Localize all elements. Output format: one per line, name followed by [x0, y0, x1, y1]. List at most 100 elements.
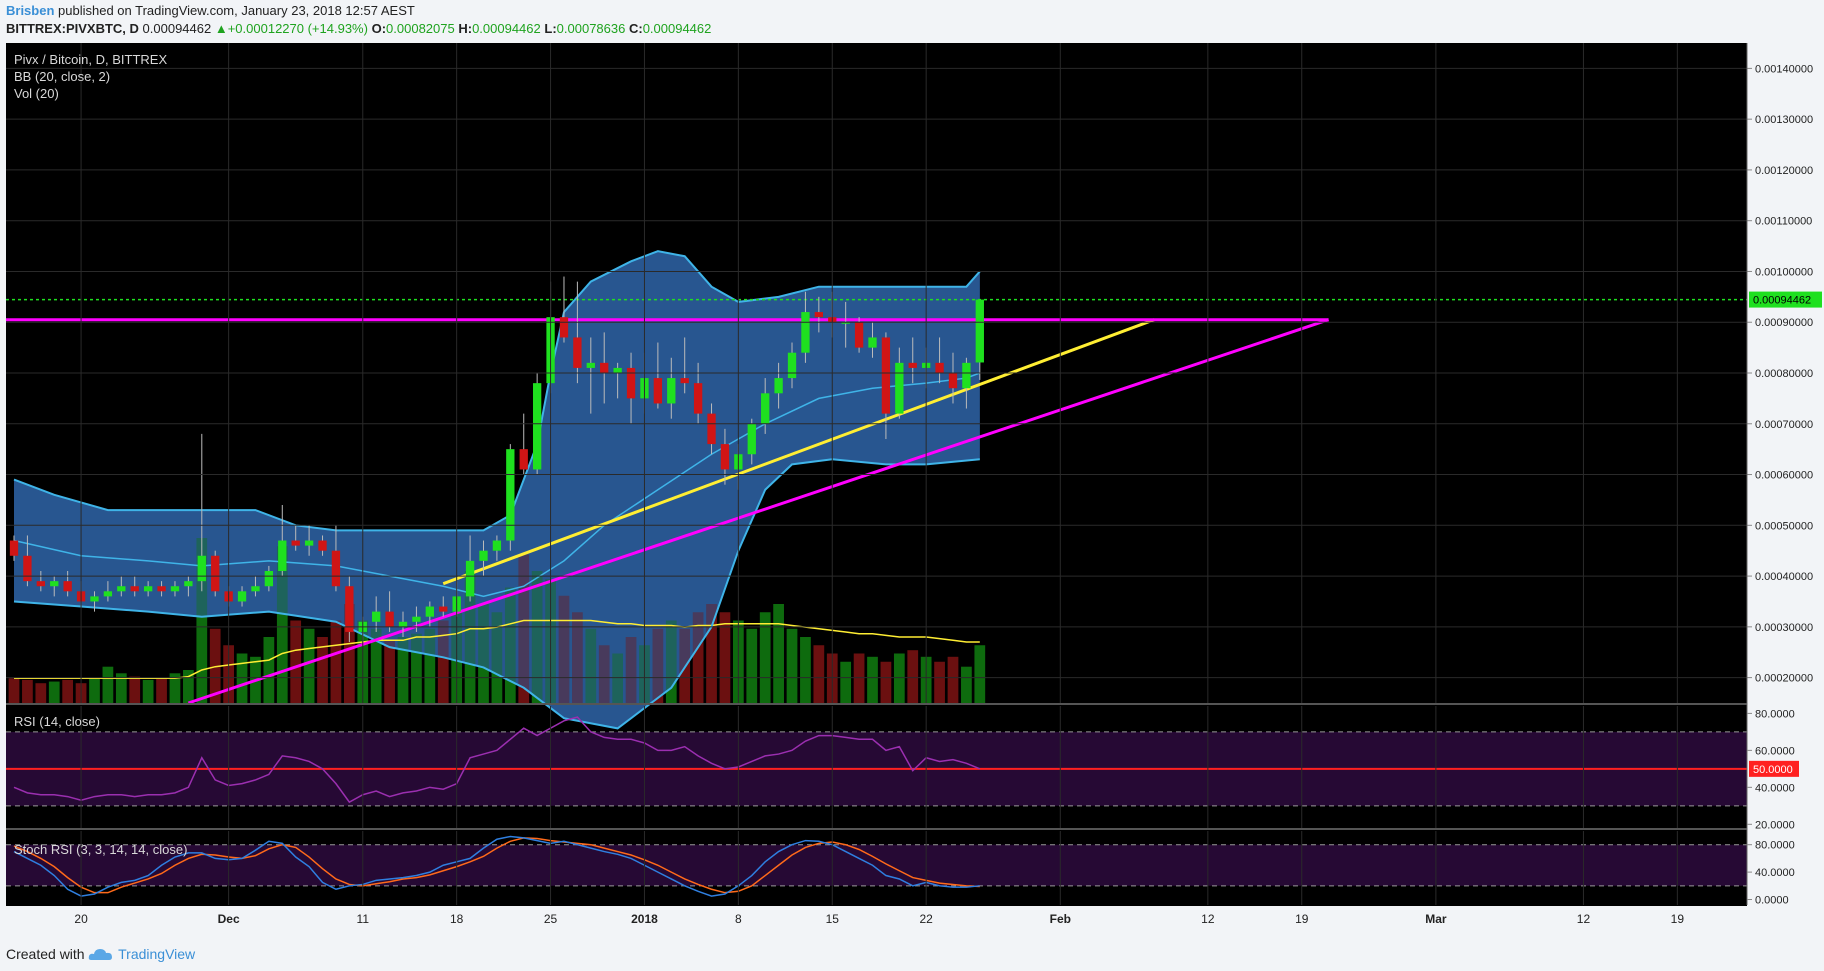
- last-price-badge: [1749, 291, 1822, 308]
- price-tick-label: 0.00070000: [1755, 419, 1813, 431]
- volume-bar: [893, 653, 905, 703]
- candle-down: [573, 337, 582, 368]
- candle-up: [398, 621, 408, 627]
- volume-bar: [102, 666, 114, 703]
- time-tick-label: 12: [1201, 912, 1215, 926]
- candle-down: [626, 367, 636, 399]
- volume-bar: [263, 637, 275, 703]
- volume-bar: [706, 604, 717, 703]
- volume-bar: [746, 628, 758, 703]
- open-value: 0.00082075: [386, 21, 455, 36]
- rsi-tick-label: 40.0000: [1755, 782, 1795, 794]
- candle-up: [962, 362, 971, 389]
- volume-bar: [907, 650, 919, 703]
- time-tick-label: 12: [1577, 912, 1591, 926]
- candle-up: [237, 591, 247, 602]
- bollinger-lower-line: [13, 458, 980, 730]
- price-tick-label: 0.00100000: [1755, 266, 1813, 278]
- time-tick-label: 20: [74, 912, 88, 926]
- volume-bar: [692, 612, 704, 703]
- volume-bar: [343, 604, 355, 703]
- volume-bar: [156, 678, 167, 703]
- time-axis-strip: [6, 906, 1747, 934]
- candle-up: [425, 606, 434, 617]
- candle-down: [693, 383, 703, 414]
- candle-down: [318, 540, 327, 551]
- volume-bar: [840, 661, 852, 703]
- candle-down: [600, 362, 609, 373]
- volume-bar: [424, 628, 436, 703]
- time-tick-label: Mar: [1425, 912, 1447, 926]
- price-tick-label: 0.00110000: [1755, 216, 1812, 228]
- candle-down: [814, 312, 824, 318]
- volume-bar: [759, 612, 771, 703]
- change-up-icon: ▲: [214, 21, 228, 36]
- footer: Created with TradingView: [6, 946, 195, 962]
- candle-up: [532, 383, 542, 470]
- candle-up: [787, 352, 797, 379]
- candle-down: [439, 606, 448, 612]
- candle-up: [103, 591, 113, 597]
- candle-up: [479, 550, 488, 561]
- candle-down: [720, 444, 730, 470]
- volume-bar: [22, 679, 33, 703]
- candle-down: [948, 373, 958, 389]
- volume-bar: [115, 673, 127, 703]
- volume-bar: [437, 620, 449, 703]
- candle-up: [170, 586, 180, 592]
- time-tick-label: 15: [826, 912, 840, 926]
- candle-up: [801, 312, 810, 353]
- volume-bar: [786, 628, 798, 703]
- price-tick-label: 0.00130000: [1755, 114, 1813, 126]
- rsi-line: [13, 716, 981, 804]
- time-tick-label: 19: [1671, 912, 1685, 926]
- volume-bar: [384, 640, 395, 703]
- candle-down: [707, 413, 716, 445]
- candle-down: [211, 555, 220, 592]
- price-tick-label: 0.00060000: [1755, 470, 1813, 482]
- candle-up: [506, 449, 515, 541]
- volume-bar: [35, 683, 47, 703]
- volume-bar: [853, 653, 865, 703]
- time-tick-label: Dec: [218, 912, 240, 926]
- volume-bar: [411, 633, 422, 703]
- volume-bar: [89, 678, 100, 703]
- price-tick-label: 0.00020000: [1755, 673, 1813, 685]
- rsi-pane[interactable]: [6, 716, 1747, 807]
- stoch-tick-label: 40.0000: [1755, 867, 1795, 879]
- last-price: 0.00094462: [142, 21, 212, 36]
- tradingview-link[interactable]: TradingView: [118, 946, 196, 962]
- volume-bar: [719, 612, 731, 703]
- volume-bar: [209, 628, 221, 703]
- stoch-d-line: [13, 837, 980, 894]
- candle-down: [9, 540, 19, 556]
- candle-up: [90, 596, 99, 602]
- price-tick-label: 0.00090000: [1755, 317, 1813, 329]
- volume-bar: [8, 678, 20, 703]
- stoch-k-line: [13, 835, 980, 897]
- time-tick-label: Feb: [1050, 912, 1071, 926]
- volume-bar: [867, 656, 878, 703]
- candle-up: [774, 378, 783, 394]
- volume-bar: [62, 679, 74, 703]
- candle-up: [613, 367, 622, 373]
- low-value: 0.00078636: [556, 21, 626, 36]
- volume-bar: [276, 546, 288, 703]
- created-with-text: Created with: [6, 946, 85, 962]
- price-tick-label: 0.00120000: [1755, 165, 1813, 177]
- candle-up: [117, 586, 126, 592]
- candle-down: [63, 581, 72, 592]
- candle-up: [895, 362, 904, 414]
- stoch-rsi-pane[interactable]: [6, 835, 1747, 897]
- publish-line: Brisben published on TradingView.com, Ja…: [6, 3, 415, 18]
- candle-down: [157, 586, 166, 592]
- open-label: O:: [371, 21, 387, 36]
- volume-bar: [236, 653, 248, 703]
- price-tick-label: 0.00140000: [1755, 63, 1813, 75]
- published-text: published on TradingView.com, January 23…: [58, 3, 415, 18]
- candle-down: [331, 550, 341, 587]
- candle-up: [975, 299, 984, 363]
- candle-up: [372, 611, 381, 622]
- author-link[interactable]: Brisben: [6, 3, 55, 18]
